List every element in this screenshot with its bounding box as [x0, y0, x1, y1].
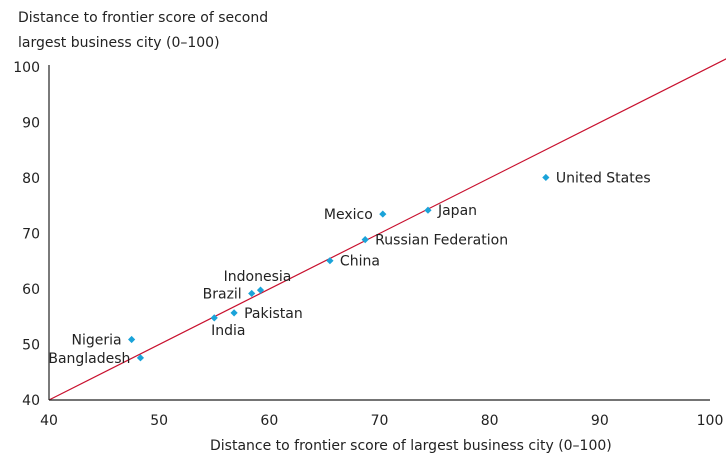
data-point [230, 309, 238, 317]
data-point [379, 210, 387, 218]
data-point [128, 335, 136, 344]
y-tick-label: 50 [22, 338, 40, 354]
point-label: Bangladesh [48, 351, 130, 367]
y-axis-title-line-2: largest business city (0–100) [18, 35, 220, 51]
y-tick-label: 40 [22, 393, 40, 409]
data-point [210, 314, 218, 322]
y-tick-label: 80 [22, 171, 40, 187]
x-tick-label: 40 [40, 413, 58, 429]
data-point [424, 206, 432, 214]
x-axis-title: Distance to frontier score of largest bu… [210, 438, 612, 454]
y-tick-label: 90 [22, 116, 40, 132]
y-axis-title-line-1: Distance to frontier score of second [18, 10, 269, 26]
point-label: Pakistan [244, 306, 303, 322]
point-label: Japan [437, 203, 477, 219]
x-tick-label: 70 [371, 413, 389, 429]
point-label: Brazil [203, 286, 242, 302]
point-label: India [211, 323, 245, 339]
reference-line [48, 58, 726, 401]
data-point [326, 257, 334, 265]
x-tick-label: 50 [150, 413, 168, 429]
data-point [361, 236, 369, 244]
point-label: Indonesia [224, 269, 292, 285]
data-point [542, 173, 550, 182]
x-tick-label: 60 [260, 413, 278, 429]
data-point [136, 354, 145, 362]
x-tick-label: 90 [591, 413, 609, 429]
x-tick-label: 100 [697, 413, 724, 429]
data-point [256, 286, 265, 294]
point-label: Mexico [324, 207, 373, 223]
point-label: China [340, 254, 380, 270]
y-tick-label: 100 [13, 60, 40, 76]
point-label: United States [556, 170, 651, 186]
point-label: Russian Federation [375, 233, 508, 249]
y-tick-label: 70 [22, 227, 40, 243]
point-label: Nigeria [72, 333, 122, 349]
data-point [248, 289, 256, 298]
x-tick-label: 80 [481, 413, 499, 429]
y-tick-label: 60 [22, 282, 40, 298]
